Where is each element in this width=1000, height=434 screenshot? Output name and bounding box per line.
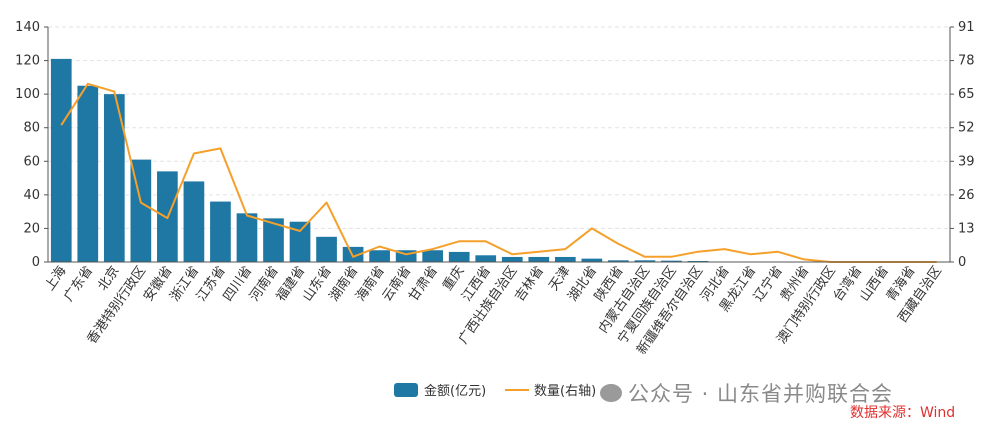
y-left-tick-label: 40 bbox=[23, 188, 40, 203]
y-right-tick-label: 52 bbox=[958, 121, 975, 136]
bar[interactable] bbox=[395, 250, 417, 262]
bar[interactable] bbox=[130, 159, 152, 262]
legend-bar-swatch bbox=[394, 383, 418, 397]
data-source: 数据来源：Wind bbox=[850, 405, 956, 421]
y-right-tick-label: 78 bbox=[958, 54, 975, 69]
y-right-tick-label: 39 bbox=[958, 154, 975, 169]
legend-line-label: 数量(右轴) bbox=[534, 384, 596, 399]
gridlines bbox=[48, 26, 950, 229]
y-left-tick-label: 0 bbox=[32, 255, 40, 270]
bar[interactable] bbox=[316, 236, 337, 262]
axes: 0 20 40 60 80 100 120 140 0 13 26 39 52 65 78 91 bbox=[15, 20, 974, 270]
y-right-tick-label: 26 bbox=[958, 188, 975, 203]
bar[interactable] bbox=[475, 255, 497, 262]
bar[interactable] bbox=[581, 258, 603, 262]
bar[interactable] bbox=[528, 256, 550, 262]
line-series bbox=[60, 82, 937, 263]
watermark: 公众号 · 山东省并购联合会 bbox=[600, 378, 893, 408]
y-right-tick-label: 13 bbox=[958, 221, 975, 236]
y-left-tick-label: 60 bbox=[23, 154, 40, 169]
bar[interactable] bbox=[634, 260, 656, 262]
bar[interactable] bbox=[661, 260, 682, 262]
bar[interactable] bbox=[210, 201, 231, 262]
y-left-tick-label: 20 bbox=[23, 221, 40, 236]
y-left-tick-label: 120 bbox=[15, 54, 40, 69]
bar[interactable] bbox=[554, 256, 576, 262]
legend-bar-label: 金额(亿元) bbox=[424, 383, 486, 399]
bar[interactable] bbox=[422, 250, 444, 262]
bar[interactable] bbox=[77, 85, 99, 262]
y-right-tick-label: 91 bbox=[958, 20, 975, 35]
bar[interactable] bbox=[608, 260, 629, 262]
y-left-tick-label: 140 bbox=[15, 20, 40, 35]
legend[interactable]: 金额(亿元) 数量(右轴) bbox=[394, 383, 596, 399]
bar[interactable] bbox=[687, 260, 709, 262]
bar[interactable] bbox=[342, 246, 364, 262]
bar[interactable] bbox=[236, 213, 258, 262]
y-right-tick-label: 65 bbox=[958, 87, 975, 102]
bar[interactable] bbox=[501, 256, 523, 262]
bar[interactable] bbox=[289, 221, 311, 262]
bar[interactable] bbox=[448, 251, 470, 262]
bar-series bbox=[50, 58, 815, 263]
y-right-tick-label: 0 bbox=[958, 255, 966, 270]
bar[interactable] bbox=[50, 58, 72, 263]
bar[interactable] bbox=[263, 218, 284, 262]
wechat-icon bbox=[600, 384, 622, 402]
bar[interactable] bbox=[103, 94, 125, 263]
watermark-text: 公众号 · 山东省并购联合会 bbox=[628, 382, 894, 406]
y-left-tick-label: 100 bbox=[15, 87, 40, 102]
line-path[interactable] bbox=[60, 82, 937, 263]
y-left-tick-label: 80 bbox=[23, 121, 40, 136]
bar[interactable] bbox=[369, 250, 390, 262]
bar[interactable] bbox=[183, 181, 205, 262]
x-tick-label: 广东省 bbox=[61, 264, 96, 305]
x-tick-label: 甘肃省 bbox=[406, 264, 441, 305]
x-tick-label: 吉林省 bbox=[512, 264, 547, 305]
